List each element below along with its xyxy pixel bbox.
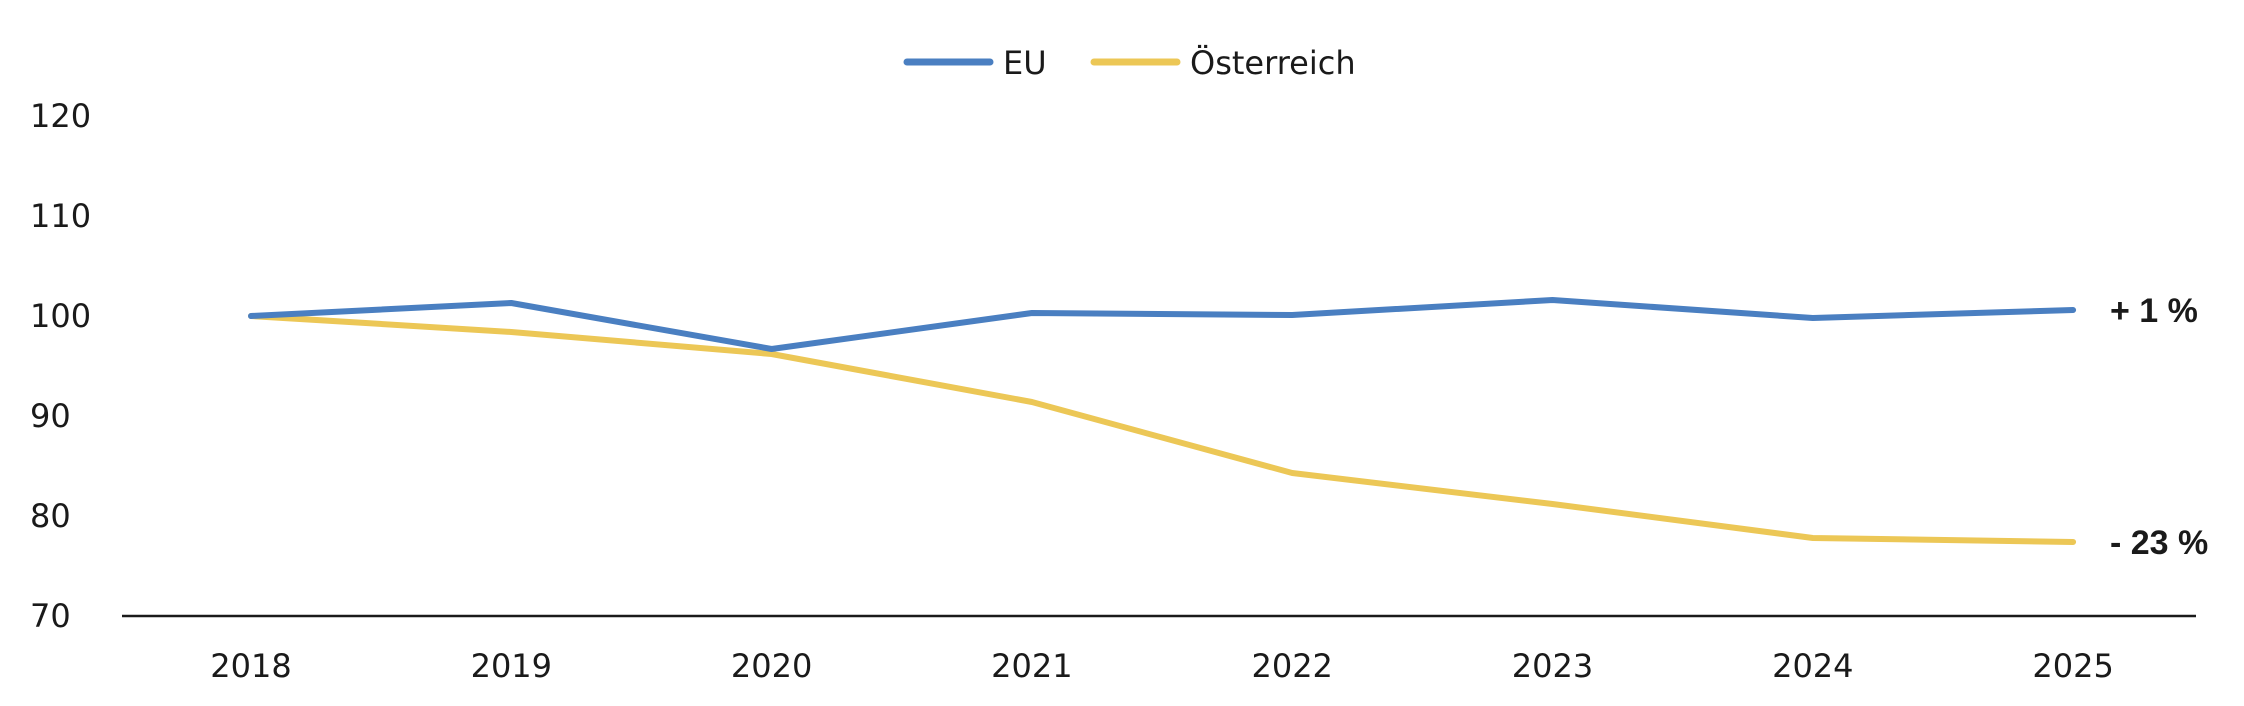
y-tick-label: 110 (30, 197, 91, 235)
legend-label-eu: EU (1003, 44, 1047, 82)
x-tick-label: 2018 (210, 647, 291, 685)
x-tick-label: 2021 (991, 647, 1072, 685)
series-line-oesterreich (248, 313, 2077, 545)
y-tick-label: 80 (30, 497, 71, 535)
x-tick-label: 2020 (731, 647, 812, 685)
x-tick-label: 2025 (2032, 647, 2113, 685)
x-tick-label: 2024 (1772, 647, 1853, 685)
y-tick-label: 90 (30, 397, 71, 435)
series-lines (248, 297, 2077, 545)
end-label-eu: + 1 % (2110, 292, 2198, 330)
x-tick-label: 2022 (1251, 647, 1332, 685)
y-tick-label: 70 (30, 597, 71, 635)
legend: EU Österreich (903, 44, 1356, 82)
legend-label-oesterreich: Österreich (1190, 44, 1356, 82)
x-axis-tick-labels: 2018 2019 2020 2021 2022 2023 2024 2025 (210, 647, 2114, 685)
series-line-eu (248, 297, 2077, 352)
x-tick-label: 2019 (471, 647, 552, 685)
end-label-oesterreich: - 23 % (2110, 524, 2208, 562)
y-axis-tick-labels: 70 80 90 100 110 120 (30, 97, 91, 635)
y-tick-label: 120 (30, 97, 91, 135)
x-tick-label: 2023 (1512, 647, 1593, 685)
y-tick-label: 100 (30, 297, 91, 335)
end-labels: + 1 % - 23 % (2110, 292, 2208, 562)
